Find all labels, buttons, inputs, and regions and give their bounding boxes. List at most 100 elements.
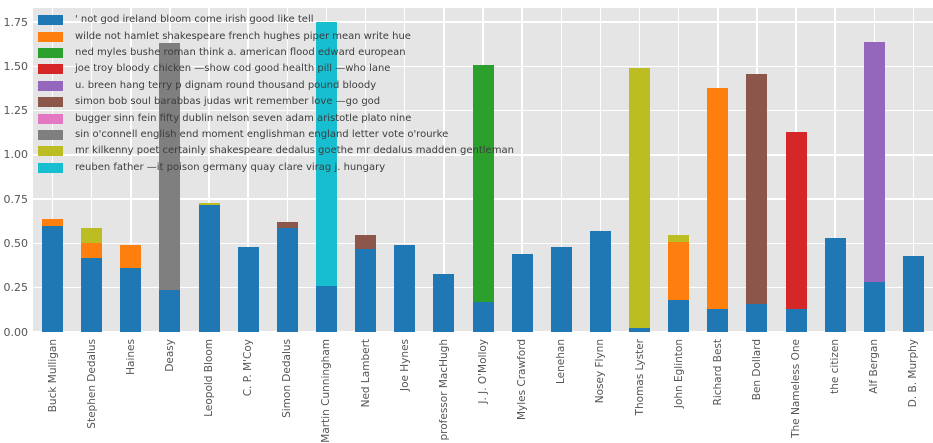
gridline-vertical: [834, 8, 836, 332]
gridline-vertical: [208, 8, 210, 332]
bar-segment: [394, 245, 416, 332]
bar-segment: [785, 131, 807, 309]
bar-segment: [668, 300, 690, 332]
bar-segment: [276, 227, 298, 332]
bar-segment: [550, 247, 572, 332]
bar-segment: [902, 255, 924, 332]
bar-segment: [668, 241, 690, 301]
bar-segment: [707, 87, 729, 309]
bar-segment: [42, 225, 64, 332]
gridline-vertical: [247, 8, 249, 332]
bar-segment: [81, 257, 103, 332]
x-tick-label: Buck Mulligan: [46, 339, 59, 413]
y-axis: 0.00 0.25 0.50 0.75 1.00 1.25 1.50 1.75: [0, 0, 29, 340]
x-tick-label: Martin Cunningham: [320, 339, 333, 443]
bar-segment: [42, 218, 64, 226]
y-tick-label: 0.75: [3, 192, 29, 206]
x-tick-label: C. P. M'Coy: [242, 339, 255, 397]
bar-segment: [863, 282, 885, 332]
legend-item: wilde not hamlet shakespeare french hugh…: [38, 28, 514, 44]
legend-swatch-icon: [38, 64, 63, 75]
x-tick-label: Ned Lambert: [359, 339, 372, 408]
y-tick-label: 1.00: [3, 148, 29, 162]
gridline-vertical: [912, 8, 915, 332]
legend-swatch-icon: [38, 80, 63, 91]
legend-label: sin o'connell english end moment english…: [75, 128, 449, 140]
legend-swatch-icon: [38, 31, 63, 42]
x-tick-label: The Nameless One: [790, 339, 803, 438]
x-tick-label: Myles Crawford: [516, 339, 529, 421]
bar-segment: [198, 202, 220, 205]
x-tick-label: the citizen: [829, 339, 842, 394]
bar-segment: [159, 289, 181, 332]
legend-label: ' not god ireland bloom come irish good …: [75, 14, 314, 26]
legend-label: u. breen hang terry p dignam round thous…: [75, 79, 377, 91]
gridline-vertical: [599, 8, 602, 332]
x-tick-label: Alf Bergan: [868, 339, 881, 394]
x-tick-label: Joe Hynes: [398, 339, 411, 392]
plot-area: [33, 8, 933, 332]
legend-item: simon bob soul barabbas judas writ remem…: [38, 94, 514, 110]
gridline-vertical: [286, 8, 289, 332]
bar-segment: [863, 41, 885, 283]
gridline-vertical: [130, 8, 132, 332]
bar-segment: [355, 234, 377, 249]
x-tick-label: D. B. Murphy: [907, 339, 920, 408]
legend-item: u. breen hang terry p dignam round thous…: [38, 78, 514, 94]
x-tick-label: Haines: [124, 339, 137, 375]
bar-segment: [707, 308, 729, 332]
bar-segment: [472, 301, 494, 332]
bar-segment: [315, 285, 337, 332]
legend-item: ned myles bushe roman think a. american …: [38, 45, 514, 61]
x-tick-label: professor MacHugh: [437, 339, 450, 441]
bar-segment: [629, 68, 651, 329]
x-tick-label: Deasy: [163, 339, 176, 372]
legend: ' not god ireland bloom come irish good …: [38, 12, 514, 176]
bar-segment: [237, 247, 259, 332]
bar-segment: [355, 248, 377, 332]
bar-segment: [159, 43, 181, 290]
legend-label: reuben father —it poison germany quay cl…: [75, 161, 386, 173]
legend-label: ned myles bushe roman think a. american …: [75, 46, 406, 58]
x-tick-label: J. J. O'Molloy: [477, 339, 489, 404]
legend-item: reuben father —it poison germany quay cl…: [38, 160, 514, 176]
legend-swatch-icon: [38, 15, 63, 26]
legend-item: joe troy bloody chicken —show cod good h…: [38, 61, 514, 77]
legend-label: simon bob soul barabbas judas writ remem…: [75, 96, 381, 108]
x-tick-label: Simon Dedalus: [281, 339, 294, 418]
legend-item: bugger sinn fein fifty dublin nelson sev…: [38, 110, 514, 126]
bar-segment: [433, 273, 455, 332]
x-tick-label: Thomas Lyster: [633, 339, 646, 416]
x-tick-label: Leopold Bloom: [203, 339, 216, 417]
y-tick-label: 1.25: [3, 104, 29, 118]
legend-swatch-icon: [38, 113, 63, 124]
legend-label: wilde not hamlet shakespeare french hugh…: [75, 30, 411, 42]
gridline-vertical: [560, 8, 562, 332]
legend-swatch-icon: [38, 162, 63, 173]
legend-label: bugger sinn fein fifty dublin nelson sev…: [75, 112, 412, 124]
x-tick-label: Lenehan: [555, 339, 568, 384]
legend-swatch-icon: [38, 146, 63, 157]
bar-segment: [120, 245, 142, 269]
bar-segment: [785, 308, 807, 332]
x-axis: Buck Mulligan Stephen Dedalus Haines Deasy L…: [0, 336, 933, 443]
bar-segment: [81, 243, 103, 258]
x-tick-label: Nosey Flynn: [594, 339, 607, 404]
bar-segment: [511, 254, 533, 332]
gridline-vertical: [364, 8, 367, 332]
gridline-vertical: [677, 8, 680, 332]
legend-item: ' not god ireland bloom come irish good …: [38, 12, 514, 28]
x-tick-label: Richard Best: [711, 339, 724, 406]
y-tick-label: 0.00: [3, 325, 29, 339]
bar-segment: [472, 64, 494, 302]
legend-swatch-icon: [38, 129, 63, 140]
y-tick-label: 1.75: [3, 15, 29, 29]
y-tick-label: 0.25: [3, 281, 29, 295]
x-tick-label: Ben Dollard: [750, 339, 763, 401]
bar-segment: [81, 227, 103, 244]
bar-segment: [746, 73, 768, 304]
x-tick-label: John Eglinton: [672, 339, 685, 409]
bar-segment: [824, 238, 846, 332]
y-tick-label: 1.50: [3, 59, 29, 73]
